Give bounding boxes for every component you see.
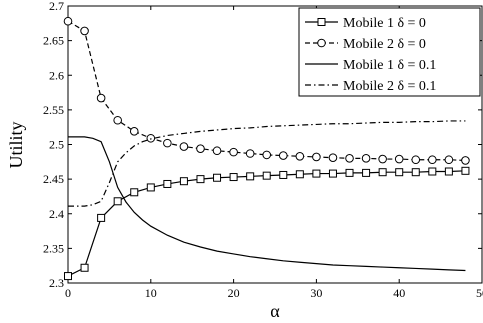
data-point — [361, 154, 371, 163]
data-point — [378, 168, 387, 177]
data-point — [345, 168, 354, 177]
data-point — [196, 175, 205, 184]
data-point — [295, 170, 304, 179]
data-point — [146, 183, 155, 192]
legend-label: Mobile 2 δ = 0.1 — [343, 79, 436, 94]
data-point — [80, 263, 89, 272]
series-2 — [63, 16, 470, 165]
data-point — [213, 173, 222, 182]
data-point — [163, 138, 172, 148]
axis-ticks: 0 10 20 30 40 50 2.3 2.35 2.4 2.45 2.5 2.55 2.6 2.65 2… — [43, 0, 483, 300]
data-point — [378, 154, 387, 164]
legend-marker — [317, 18, 326, 26]
data-point — [394, 154, 404, 164]
data-point — [444, 155, 454, 165]
y-tick-label: 2.65 — [43, 34, 64, 48]
data-point — [179, 142, 189, 151]
data-point — [97, 213, 106, 222]
x-axis-label: α — [270, 301, 280, 321]
series-line — [68, 120, 466, 207]
data-point — [212, 146, 222, 156]
series-line — [68, 136, 466, 272]
y-axis-label: Utility — [6, 121, 26, 168]
data-point — [428, 167, 437, 176]
y-tick-label: 2.7 — [49, 0, 64, 13]
y-tick-label: 2.55 — [43, 103, 64, 117]
data-point — [113, 197, 122, 206]
data-point — [163, 179, 172, 188]
data-point — [328, 169, 337, 178]
y-tick-label: 2.6 — [49, 68, 64, 82]
data-point — [444, 167, 453, 176]
legend-item: Mobile 2 δ = 0.1 — [305, 79, 436, 94]
legend-item: Mobile 1 δ = 0.1 — [305, 58, 436, 73]
data-point — [312, 169, 321, 178]
data-point — [80, 26, 89, 36]
data-point — [130, 188, 139, 197]
data-point — [96, 93, 106, 103]
x-tick-label: 10 — [145, 286, 157, 300]
series-layer — [63, 16, 470, 281]
data-point — [461, 156, 470, 165]
data-point — [179, 177, 188, 186]
y-tick-label: 2.4 — [49, 207, 64, 221]
data-point — [146, 133, 156, 143]
x-tick-label: 0 — [65, 286, 71, 300]
legend-label: Mobile 1 δ = 0 — [343, 16, 426, 31]
data-point — [345, 154, 354, 163]
legend-marker — [317, 38, 326, 48]
data-point — [229, 147, 238, 157]
data-point — [428, 155, 437, 165]
y-tick-label: 2.45 — [43, 172, 64, 186]
x-tick-label: 50 — [476, 286, 483, 300]
legend-label: Mobile 2 δ = 0 — [343, 37, 426, 52]
data-point — [362, 168, 371, 177]
x-tick-label: 20 — [228, 286, 240, 300]
data-point — [262, 150, 272, 160]
data-point — [229, 173, 238, 182]
data-point — [411, 168, 420, 177]
data-point — [279, 170, 288, 179]
data-point — [245, 149, 255, 158]
data-point — [312, 152, 321, 162]
data-point — [196, 144, 205, 153]
data-point — [411, 155, 421, 165]
data-point — [246, 172, 255, 181]
legend: Mobile 1 δ = 0 Mobile 2 δ = 0 Mobile 1 δ =… — [298, 7, 481, 97]
data-point — [63, 16, 73, 26]
data-point — [295, 151, 305, 161]
legend-label: Mobile 1 δ = 0.1 — [343, 58, 436, 73]
data-point — [278, 151, 288, 160]
legend-item: Mobile 2 δ = 0 — [305, 37, 426, 52]
data-point — [262, 171, 271, 180]
legend-box — [298, 7, 481, 97]
y-tick-label: 2.5 — [49, 138, 64, 152]
data-point — [113, 115, 122, 125]
data-point — [129, 127, 139, 136]
data-point — [328, 153, 338, 162]
x-tick-label: 40 — [393, 286, 405, 300]
data-point — [395, 168, 404, 177]
y-tick-label: 2.3 — [49, 276, 64, 290]
data-point — [64, 272, 72, 281]
y-tick-label: 2.35 — [43, 241, 64, 255]
data-point — [461, 166, 470, 175]
series-1 — [64, 166, 470, 281]
series-3 — [68, 136, 466, 272]
series-4 — [68, 120, 466, 207]
legend-item: Mobile 1 δ = 0 — [305, 16, 426, 31]
x-tick-label: 30 — [310, 286, 322, 300]
